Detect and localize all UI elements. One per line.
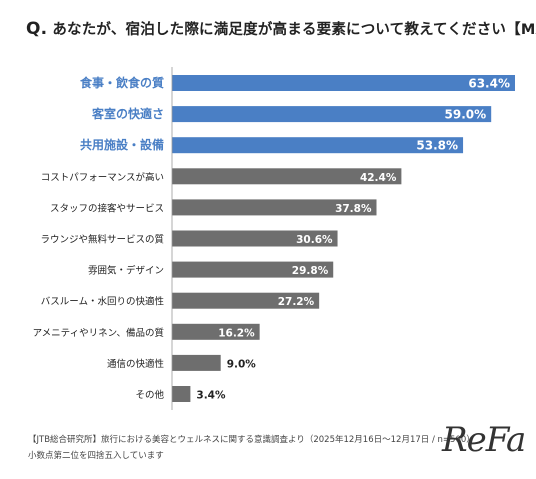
bar (172, 354, 221, 371)
refa-logo: ReFa (442, 420, 526, 460)
category-label: アメニティやリネン、備品の質 (33, 327, 164, 339)
bar (172, 323, 260, 340)
bar (172, 292, 320, 309)
bar (172, 386, 191, 402)
bar (172, 230, 338, 247)
category-label: 食事・飲食の質 (79, 75, 164, 90)
value-label: 9.0% (227, 358, 257, 370)
category-label: バスルーム・水回りの快適性 (41, 296, 165, 308)
value-label: 27.2% (278, 296, 315, 308)
footer-source: 【JTB総合研究所】旅行における美容とウェルネスに関する意識調査より（2025年… (28, 435, 475, 445)
bar (172, 261, 334, 278)
value-label: 3.4% (196, 390, 226, 402)
bar (172, 199, 377, 216)
category-label: ラウンジや無料サービスの質 (40, 234, 164, 246)
chart-question: Q. あなたが、宿泊した際に満足度が高まる要素について教えてください【MA】 (26, 18, 536, 39)
bar (172, 168, 402, 185)
value-label: 42.4% (360, 172, 397, 184)
bar-chart: 食事・飲食の質 63.4% 客室の快適さ 59.0% 共用施設・設備 53.8% コストパフ… (33, 67, 515, 410)
category-label: 雰囲気・デザイン (88, 265, 164, 277)
question-prefix: Q. (26, 19, 48, 39)
value-label: 37.8% (335, 203, 372, 215)
category-label: スタッフの接客やサービス (50, 202, 164, 214)
bar (172, 75, 515, 91)
value-label: 63.4% (468, 77, 510, 91)
category-label: コストパフォーマンスが高い (41, 171, 164, 183)
category-label: 通信の快適性 (107, 358, 165, 370)
value-label: 16.2% (218, 327, 255, 339)
value-label: 29.8% (292, 265, 329, 277)
question-text: あなたが、宿泊した際に満足度が高まる要素について教えてください【MA】 (52, 22, 536, 38)
value-label: 30.6% (296, 234, 333, 246)
value-label: 53.8% (416, 139, 458, 153)
category-label: 客室の快適さ (91, 106, 164, 121)
footer-note: 小数点第二位を四捨五入しています (28, 451, 164, 461)
category-label: その他 (135, 389, 164, 401)
value-label: 59.0% (445, 108, 487, 122)
bar (172, 137, 464, 154)
bar (172, 106, 492, 123)
category-label: 共用施設・設備 (80, 137, 164, 152)
